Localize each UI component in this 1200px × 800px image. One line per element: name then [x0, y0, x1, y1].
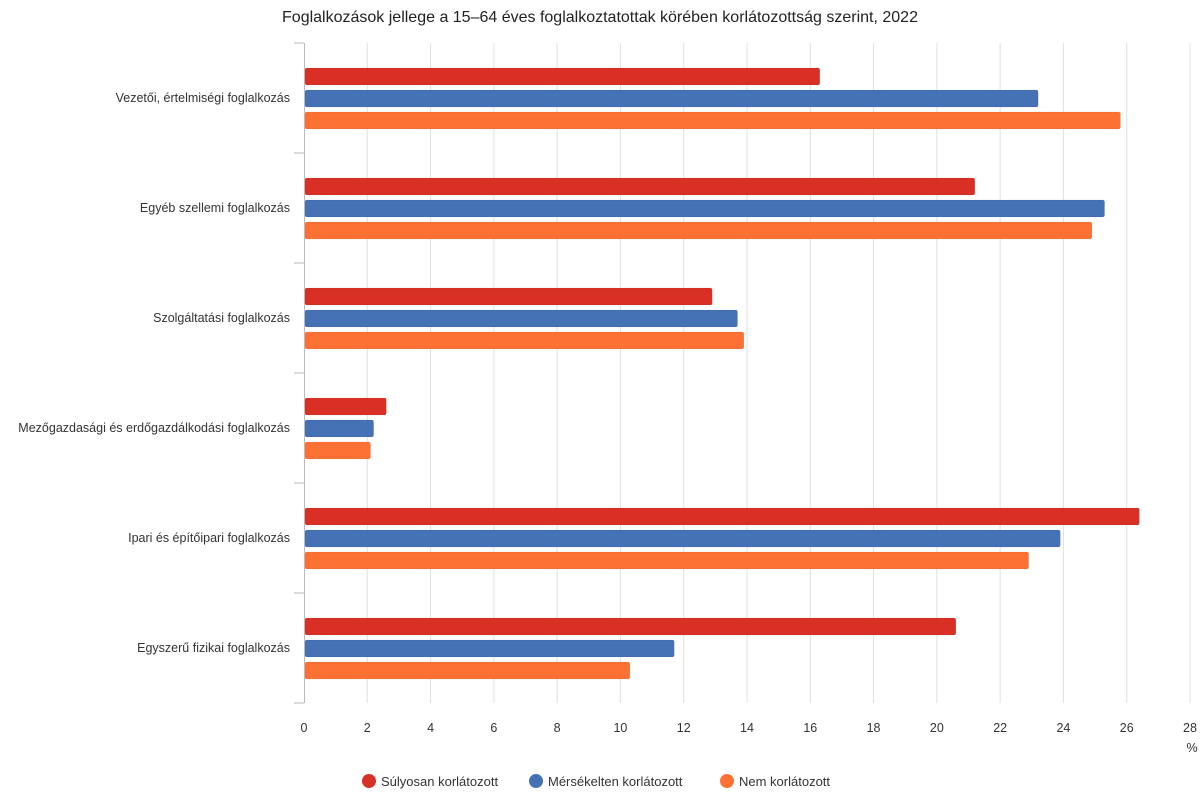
x-tick-label: 28	[1183, 721, 1197, 735]
legend: Súlyosan korlátozott Mérsékelten korlátoz…	[362, 774, 830, 789]
x-tick-label: 22	[993, 721, 1007, 735]
x-tick-label: 6	[490, 721, 497, 735]
x-tick-label: 20	[930, 721, 944, 735]
x-tick-label: 0	[301, 721, 308, 735]
legend-marker-icon	[529, 774, 543, 788]
bar-nem-korlátozott	[304, 221, 1093, 240]
bar-mérsékelten-korlátozott	[304, 639, 675, 658]
legend-label: Nem korlátozott	[739, 774, 830, 789]
category-label: Ipari és építőipari foglalkozás	[128, 531, 290, 545]
bar-mérsékelten-korlátozott	[304, 529, 1061, 548]
legend-item: Mérsékelten korlátozott	[529, 774, 683, 789]
bar-mérsékelten-korlátozott	[304, 419, 374, 438]
bar-súlyosan-korlátozott	[304, 507, 1140, 526]
bar-nem-korlátozott	[304, 661, 631, 680]
x-tick-label: 24	[1056, 721, 1070, 735]
legend-label: Mérsékelten korlátozott	[548, 774, 683, 789]
bar-súlyosan-korlátozott	[304, 67, 821, 86]
legend-item: Súlyosan korlátozott	[362, 774, 498, 789]
x-tick-label: 18	[867, 721, 881, 735]
bars	[304, 67, 1140, 680]
bar-mérsékelten-korlátozott	[304, 309, 738, 328]
category-label: Mezőgazdasági és erdőgazdálkodási foglal…	[18, 421, 290, 435]
x-tick-label: 2	[364, 721, 371, 735]
legend-marker-icon	[362, 774, 376, 788]
bar-súlyosan-korlátozott	[304, 287, 713, 306]
bar-nem-korlátozott	[304, 331, 745, 350]
y-axis: Vezetői, értelmiségi foglalkozás Egyéb sz…	[18, 42, 305, 704]
category-label: Szolgáltatási foglalkozás	[153, 311, 290, 325]
bar-mérsékelten-korlátozott	[304, 89, 1039, 108]
category-label: Vezetői, értelmiségi foglalkozás	[116, 91, 290, 105]
x-axis-unit: %	[1186, 741, 1197, 755]
legend-item: Nem korlátozott	[720, 774, 830, 789]
gridlines	[366, 43, 1191, 703]
x-tick-label: 4	[427, 721, 434, 735]
legend-label: Súlyosan korlátozott	[381, 774, 498, 789]
bar-súlyosan-korlátozott	[304, 177, 976, 196]
bar-súlyosan-korlátozott	[304, 617, 957, 636]
x-tick-label: 8	[554, 721, 561, 735]
x-tick-label: 12	[677, 721, 691, 735]
bar-mérsékelten-korlátozott	[304, 199, 1105, 218]
x-tick-label: 10	[613, 721, 627, 735]
chart-title: Foglalkozások jellege a 15–64 éves fogla…	[282, 9, 918, 26]
bar-súlyosan-korlátozott	[304, 397, 387, 416]
bar-nem-korlátozott	[304, 441, 371, 460]
x-axis: 0 2 4 6 8 10 12 14 16 18 20 22 24 26 28	[301, 721, 1197, 735]
category-label: Egyéb szellemi foglalkozás	[140, 201, 290, 215]
bar-nem-korlátozott	[304, 551, 1029, 570]
bar-nem-korlátozott	[304, 111, 1121, 130]
category-label: Egyszerű fizikai foglalkozás	[137, 641, 290, 655]
x-tick-label: 26	[1120, 721, 1134, 735]
legend-marker-icon	[720, 774, 734, 788]
x-tick-label: 16	[803, 721, 817, 735]
x-tick-label: 14	[740, 721, 754, 735]
